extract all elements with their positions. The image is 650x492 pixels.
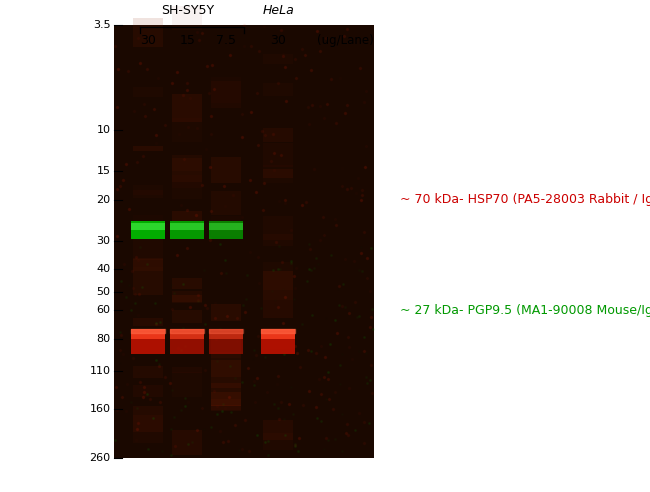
- Text: 15: 15: [179, 34, 195, 47]
- Bar: [131, 223, 165, 230]
- Bar: [172, 94, 202, 122]
- Text: 50: 50: [96, 287, 110, 297]
- Text: 80: 80: [96, 334, 110, 344]
- Bar: [133, 215, 163, 235]
- Bar: [211, 335, 241, 350]
- Bar: [133, 415, 163, 443]
- Text: SH-SY5Y: SH-SY5Y: [161, 4, 214, 17]
- Bar: [133, 259, 163, 267]
- Bar: [211, 216, 241, 231]
- Bar: [172, 171, 202, 199]
- Text: 160: 160: [90, 404, 110, 414]
- Text: HeLa: HeLa: [263, 4, 294, 17]
- Bar: [170, 329, 204, 339]
- Text: 7.5: 7.5: [216, 34, 236, 47]
- Bar: [172, 430, 202, 455]
- Text: 40: 40: [96, 264, 110, 275]
- Text: 260: 260: [89, 453, 111, 462]
- Text: 30: 30: [270, 34, 286, 47]
- Bar: [211, 221, 241, 237]
- Bar: [114, 25, 374, 458]
- Bar: [211, 77, 241, 103]
- Bar: [172, 155, 202, 182]
- Bar: [263, 328, 293, 334]
- Text: 15: 15: [96, 166, 110, 176]
- Bar: [263, 54, 293, 64]
- Bar: [172, 158, 202, 171]
- Bar: [263, 332, 293, 348]
- Text: 30: 30: [96, 236, 110, 246]
- Bar: [133, 236, 163, 260]
- Bar: [133, 185, 163, 194]
- Bar: [263, 262, 293, 290]
- Bar: [172, 372, 202, 397]
- Bar: [263, 271, 293, 300]
- Bar: [211, 400, 241, 410]
- Bar: [133, 385, 163, 397]
- Bar: [209, 221, 243, 239]
- Text: 3.5: 3.5: [93, 20, 110, 30]
- Bar: [263, 128, 293, 142]
- Text: 110: 110: [90, 366, 110, 376]
- Bar: [131, 329, 165, 354]
- Bar: [261, 329, 295, 339]
- Bar: [131, 221, 165, 239]
- Text: ~ 27 kDa- PGP9.5 (MA1-90008 Mouse/IgG)-488nm: ~ 27 kDa- PGP9.5 (MA1-90008 Mouse/IgG)-4…: [400, 305, 650, 317]
- Bar: [211, 350, 241, 377]
- Bar: [172, 295, 202, 303]
- Bar: [133, 267, 163, 295]
- Bar: [133, 406, 163, 432]
- Bar: [263, 433, 293, 450]
- Bar: [209, 329, 243, 339]
- Bar: [263, 216, 293, 246]
- Bar: [133, 189, 163, 198]
- Bar: [209, 329, 243, 354]
- Text: 60: 60: [96, 305, 110, 315]
- Text: 10: 10: [96, 125, 110, 135]
- Bar: [263, 300, 293, 318]
- Bar: [172, 277, 202, 289]
- Bar: [211, 191, 241, 215]
- Bar: [172, 6, 202, 31]
- Bar: [211, 157, 241, 184]
- Bar: [172, 175, 202, 187]
- Bar: [133, 318, 163, 326]
- Bar: [172, 212, 202, 221]
- Bar: [133, 87, 163, 97]
- Bar: [133, 18, 163, 47]
- Text: 20: 20: [96, 195, 110, 205]
- Bar: [211, 81, 241, 108]
- Text: (ug/Lane): (ug/Lane): [317, 34, 374, 47]
- Bar: [170, 223, 204, 230]
- Bar: [211, 405, 241, 411]
- Bar: [172, 310, 202, 323]
- Bar: [133, 366, 163, 378]
- Text: 30: 30: [140, 34, 156, 47]
- Bar: [263, 421, 293, 440]
- Bar: [170, 221, 204, 239]
- Bar: [170, 329, 204, 354]
- Bar: [172, 291, 202, 303]
- Bar: [133, 146, 163, 151]
- Bar: [133, 258, 163, 271]
- Bar: [172, 118, 202, 142]
- Bar: [263, 143, 293, 167]
- Bar: [211, 304, 241, 321]
- Bar: [172, 367, 202, 373]
- Bar: [261, 329, 295, 354]
- Bar: [263, 169, 293, 178]
- Bar: [209, 223, 243, 230]
- Bar: [211, 360, 241, 388]
- Bar: [211, 393, 241, 406]
- Bar: [263, 83, 293, 96]
- Bar: [131, 329, 165, 339]
- Bar: [263, 165, 293, 183]
- Text: ~ 70 kDa- HSP70 (PA5-28003 Rabbit / IgG)-680nm: ~ 70 kDa- HSP70 (PA5-28003 Rabbit / IgG)…: [400, 193, 650, 206]
- Bar: [211, 383, 241, 406]
- Bar: [211, 352, 241, 359]
- Bar: [263, 234, 293, 240]
